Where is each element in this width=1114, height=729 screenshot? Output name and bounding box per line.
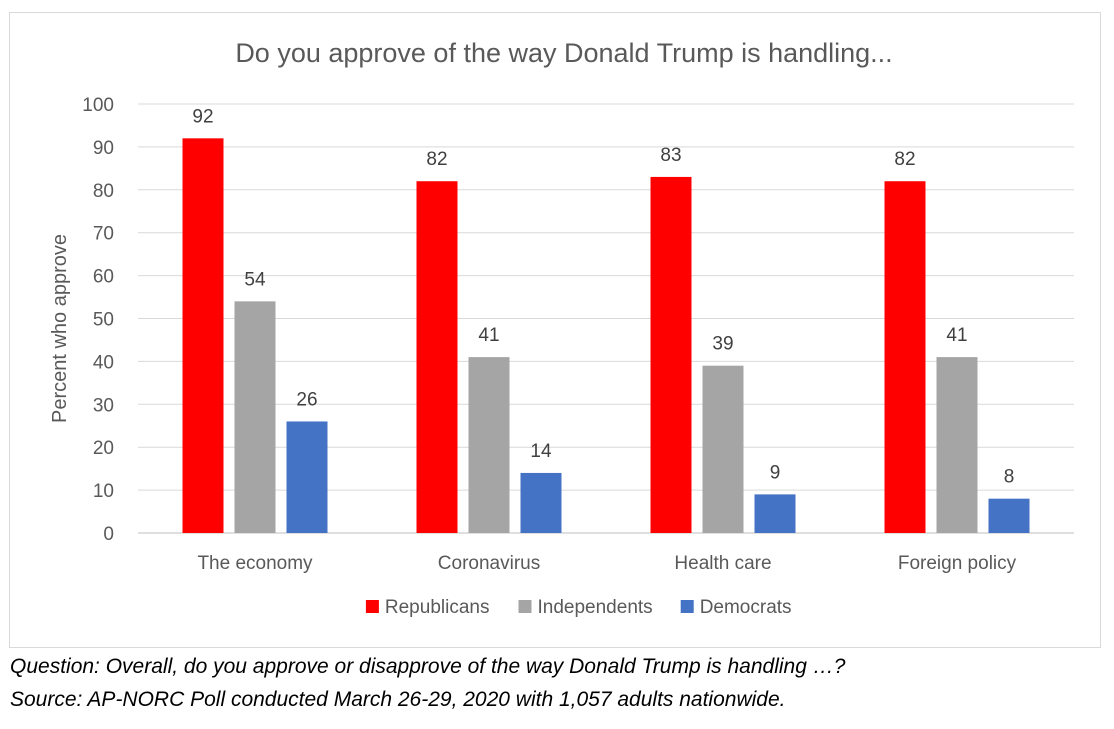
legend-label: Democrats	[700, 597, 792, 618]
legend-swatch-democrats	[680, 600, 694, 613]
x-tick-label: The economy	[197, 553, 313, 574]
data-label: 26	[296, 389, 317, 410]
data-label: 92	[192, 106, 213, 127]
data-label: 8	[1004, 467, 1015, 488]
data-label: 54	[244, 269, 266, 290]
y-tick-label: 80	[93, 181, 114, 202]
x-tick-label: Health care	[674, 553, 771, 574]
bar-democrats	[988, 498, 1030, 533]
legend-label: Republicans	[385, 597, 490, 618]
bar-democrats	[520, 472, 562, 533]
legend-label: Independents	[538, 597, 653, 618]
y-tick-label: 20	[93, 438, 114, 459]
bar-republicans	[884, 181, 926, 533]
bar-democrats	[754, 494, 796, 533]
bar-republicans	[416, 181, 458, 533]
bar-republicans	[650, 176, 692, 533]
data-label: 82	[426, 149, 447, 170]
y-tick-label: 40	[93, 352, 114, 373]
bar-independents	[936, 357, 978, 533]
data-label: 82	[894, 149, 915, 170]
chart-title: Do you approve of the way Donald Trump i…	[235, 38, 892, 68]
y-tick-label: 100	[82, 95, 114, 116]
y-tick-label: 10	[93, 481, 114, 502]
data-label: 41	[478, 325, 499, 346]
y-tick-label: 70	[93, 224, 114, 245]
x-tick-label: Foreign policy	[898, 553, 1017, 574]
bar-independents	[468, 357, 510, 533]
bar-independents	[702, 365, 744, 533]
bar-independents	[234, 301, 276, 533]
source-note: Source: AP-NORC Poll conducted March 26-…	[10, 688, 786, 711]
data-label: 14	[530, 441, 552, 462]
y-tick-label: 60	[93, 267, 114, 288]
data-label: 9	[770, 462, 781, 483]
question-note: Question: Overall, do you approve or dis…	[10, 655, 846, 678]
x-tick-label: Coronavirus	[438, 553, 540, 574]
y-tick-label: 30	[93, 395, 114, 416]
bar-republicans	[182, 138, 224, 533]
data-label: 83	[660, 145, 681, 166]
chart-frame: Do you approve of the way Donald Trump i…	[9, 12, 1101, 648]
legend-swatch-independents	[518, 600, 532, 613]
data-label: 39	[712, 334, 733, 355]
y-axis-label: Percent who approve	[49, 234, 71, 423]
legend-swatch-republicans	[365, 600, 379, 613]
bar-chart: Do you approve of the way Donald Trump i…	[49, 38, 1074, 618]
y-tick-label: 50	[93, 310, 114, 331]
data-label: 41	[946, 325, 967, 346]
y-tick-label: 90	[93, 138, 114, 159]
y-tick-label: 0	[103, 524, 114, 545]
bar-democrats	[286, 421, 328, 533]
